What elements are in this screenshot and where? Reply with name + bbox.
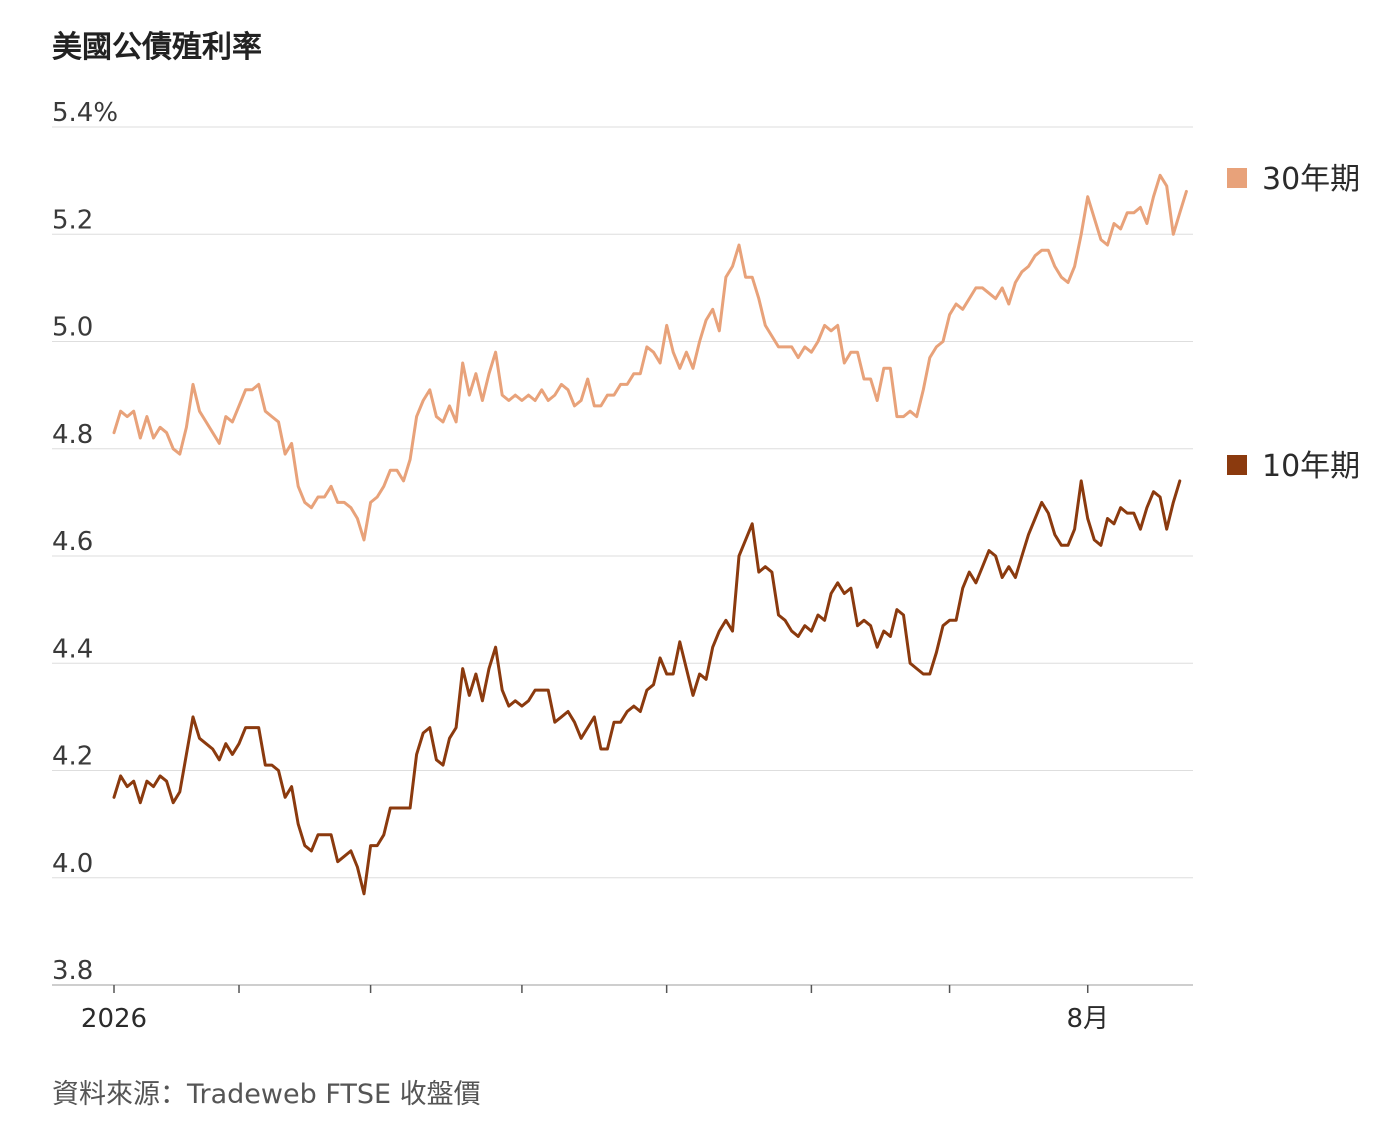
series-layer xyxy=(112,173,1188,896)
y-tick-label: 4.0 xyxy=(52,849,93,879)
grid-layer xyxy=(52,126,1193,986)
y-tick-label: 5.4% xyxy=(52,98,118,128)
legend-label: 10年期 xyxy=(1262,449,1360,484)
y-tick-label: 4.4 xyxy=(52,634,93,664)
y-tick-label: 5.2 xyxy=(52,205,93,235)
legend-swatch xyxy=(1227,455,1247,475)
y-tick-label: 4.2 xyxy=(52,742,93,772)
legend: 30年期 10年期 xyxy=(1227,162,1360,484)
chart-title: 美國公債殖利率 xyxy=(52,30,262,65)
x-axis: 2026 8月 xyxy=(81,985,1109,1034)
x-tick-label: 8月 xyxy=(1066,1004,1109,1034)
series-line-10y xyxy=(112,479,1182,896)
y-tick-label: 5.0 xyxy=(52,313,93,343)
y-tick-labels: 5.4% 5.2 5.0 4.8 4.6 4.4 4.2 4.0 3.8 xyxy=(52,98,118,986)
legend-label: 30年期 xyxy=(1262,162,1360,197)
series-line-30y xyxy=(112,173,1188,542)
y-tick-label: 3.8 xyxy=(52,956,93,986)
y-tick-label: 4.8 xyxy=(52,420,93,450)
source-note: 資料來源：Tradeweb FTSE 收盤價 xyxy=(52,1079,481,1110)
x-tick-label: 2026 xyxy=(81,1004,147,1034)
legend-swatch xyxy=(1227,168,1247,188)
y-tick-label: 4.6 xyxy=(52,527,93,557)
